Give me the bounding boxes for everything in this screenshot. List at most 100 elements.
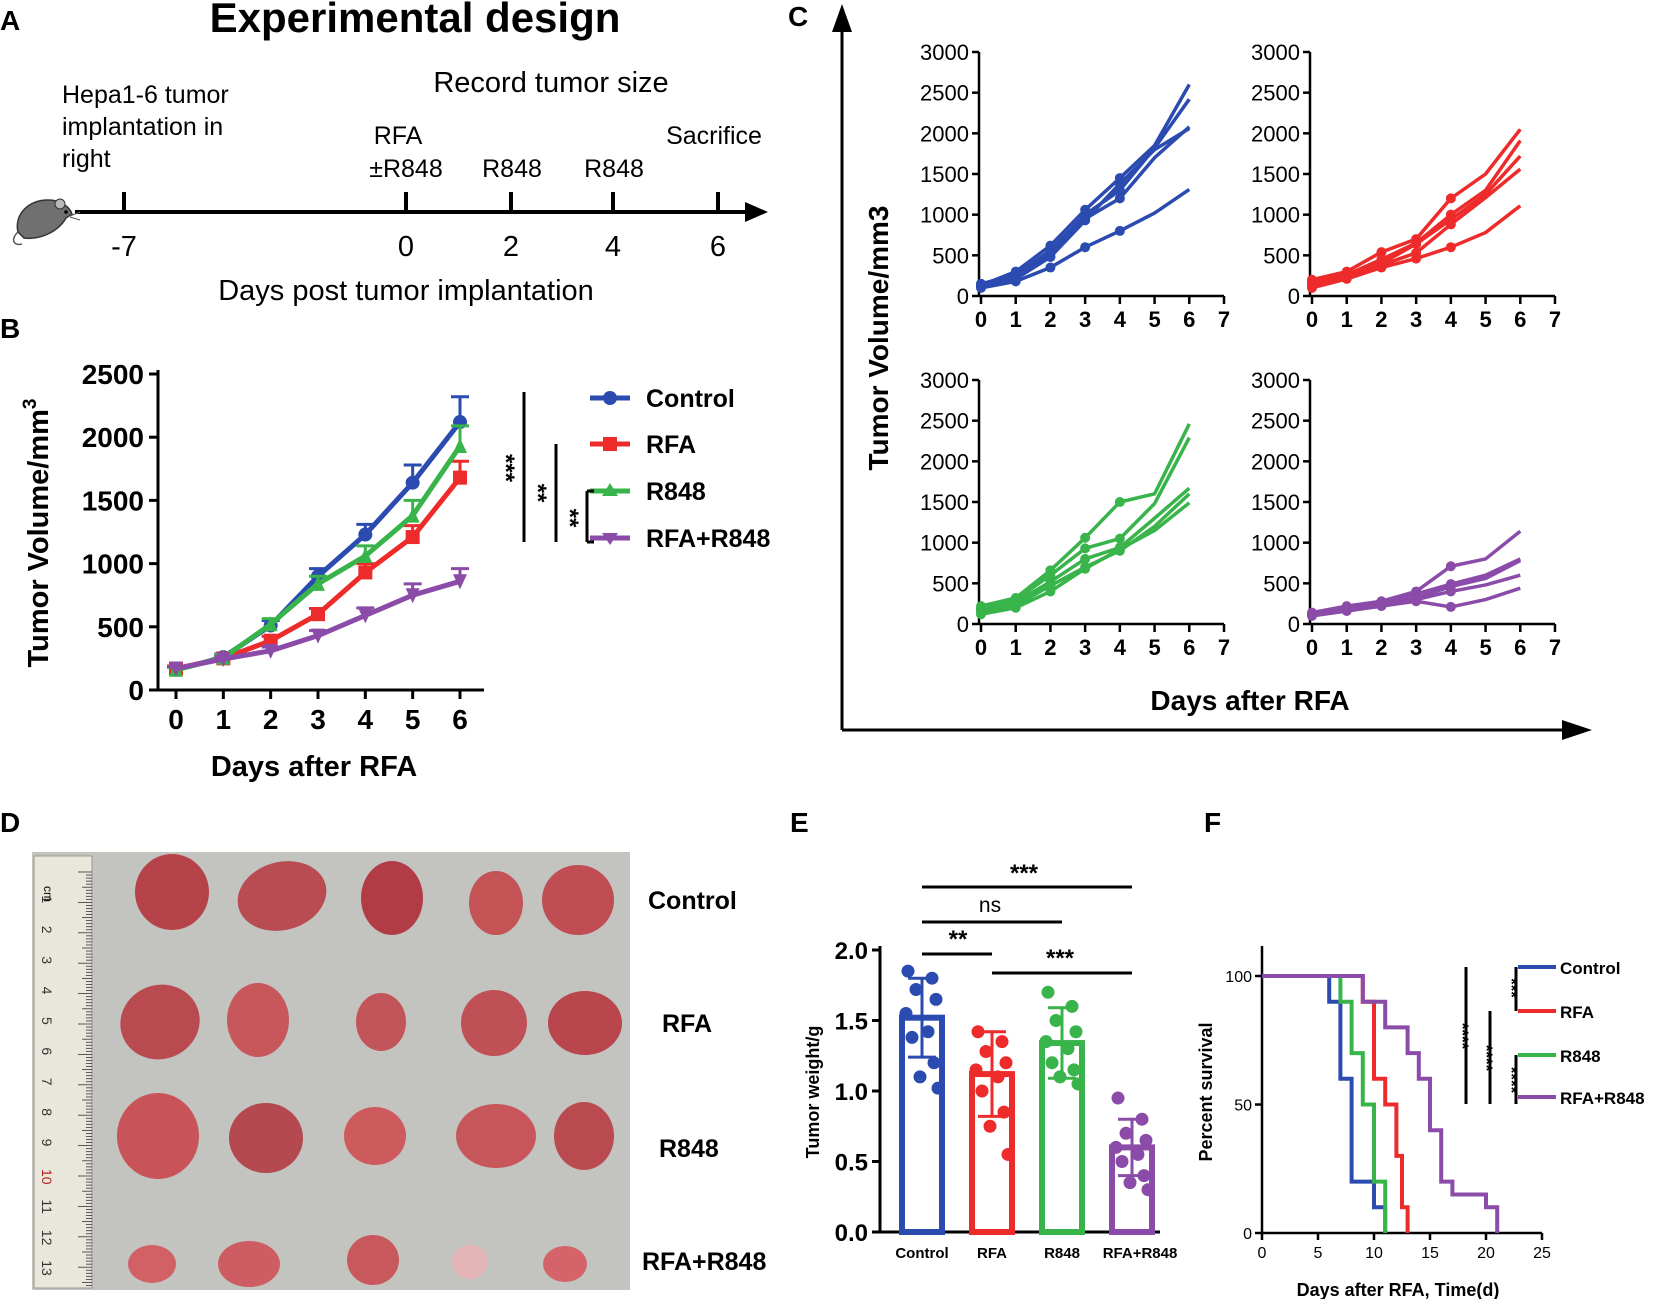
timeline-arrowhead — [745, 202, 768, 222]
panel-c: C Tumor Volume/mm3 Days after RFA 050010… — [788, 1, 1592, 740]
chart-f-plot: 0 50 100 0 5 10 15 20 25 — [1225, 946, 1551, 1262]
y-tick-label: 0.0 — [835, 1220, 868, 1247]
survival-curve-r848 — [1262, 974, 1388, 1233]
data-point — [311, 607, 325, 622]
data-point — [1045, 1056, 1059, 1070]
survival-curve-combo — [1262, 974, 1500, 1233]
series-line — [980, 83, 1191, 288]
x-tick-label: 7 — [1549, 635, 1561, 660]
x-tick-label: 20 — [1477, 1245, 1495, 1262]
series-combo — [167, 567, 469, 677]
x-tick-label: 4 — [1114, 307, 1127, 332]
timeline-tick-label: 0 — [398, 231, 414, 263]
ruler-number: 1 — [39, 895, 55, 903]
data-point — [1307, 610, 1317, 621]
y-tick-label: 2000 — [920, 121, 969, 146]
data-point — [1045, 262, 1056, 273]
data-point — [999, 1056, 1013, 1070]
data-point — [1109, 1140, 1123, 1154]
timeline-tick-label: 2 — [503, 231, 519, 263]
x-tick-label: 5 — [1314, 1245, 1323, 1262]
chart-e-significance: *** ns ** *** — [922, 860, 1132, 975]
x-tick-label: 2 — [1375, 635, 1387, 660]
data-point — [901, 964, 915, 978]
x-tick-label: 1 — [1341, 635, 1353, 660]
data-point — [971, 1025, 985, 1039]
tumor-specimen — [543, 1246, 587, 1282]
data-point — [1080, 563, 1091, 574]
data-point — [1010, 276, 1021, 287]
sig-label: **** — [1453, 1023, 1472, 1050]
x-tick-label: 1 — [1010, 307, 1022, 332]
x-tick-label: 3 — [1079, 307, 1091, 332]
data-point — [1080, 553, 1091, 564]
data-point — [358, 527, 373, 542]
x-tick-label: 4 — [1114, 635, 1127, 660]
sig-label: **** — [1477, 1045, 1496, 1072]
panel-c-x-arrowhead — [1562, 720, 1592, 740]
data-point — [976, 609, 986, 620]
chart-b-y-label-main: Tumor Volume/mm — [23, 409, 55, 667]
y-tick-label: 2500 — [1251, 81, 1300, 106]
sig-label: ns — [979, 894, 1001, 917]
data-point — [1010, 602, 1021, 613]
data-point — [1061, 1042, 1075, 1056]
x-tick-label: RFA — [977, 1245, 1007, 1262]
legend-marker-rfa — [603, 437, 617, 451]
y-tick-label: 500 — [1263, 571, 1300, 596]
x-tick-label: 6 — [1514, 307, 1526, 332]
data-point — [899, 1006, 913, 1020]
data-point — [1080, 532, 1091, 543]
implant-label-line1: Hepa1-6 tumor — [62, 81, 229, 109]
y-tick-label: 1000 — [1251, 203, 1300, 228]
y-tick-label: 0 — [128, 675, 144, 706]
y-tick-label: 500 — [97, 612, 144, 643]
panel-label-f: F — [1204, 807, 1221, 838]
x-tick-label: 0 — [975, 307, 987, 332]
data-point — [1041, 985, 1055, 999]
data-point — [405, 507, 420, 523]
data-point — [358, 565, 373, 580]
y-tick-label: 1.0 — [835, 1079, 868, 1106]
legend-label-rfa: RFA — [646, 431, 696, 459]
y-tick-label: 1500 — [1251, 162, 1300, 187]
y-tick-label: 1000 — [920, 203, 969, 228]
tumor-specimen — [120, 984, 200, 1060]
ruler-number: 11 — [39, 1199, 55, 1214]
tumor-specimen — [344, 1107, 406, 1165]
chart-b-y-label: Tumor Volume/mm3 — [20, 399, 55, 668]
data-point — [1376, 262, 1387, 273]
sig-label: *** — [1046, 945, 1075, 972]
data-point — [931, 1081, 945, 1095]
rfa-event-label: RFA — [374, 122, 423, 150]
x-tick-label: 3 — [1079, 635, 1091, 660]
sig-label: **** — [1502, 1067, 1521, 1094]
ruler-number: 6 — [39, 1047, 55, 1055]
implant-label-line2: implantation in — [62, 113, 223, 141]
data-point — [1445, 219, 1456, 230]
survival-curve-control — [1262, 974, 1388, 1233]
tumor-specimen — [128, 1245, 176, 1283]
y-tick-label: 0 — [1288, 612, 1300, 637]
x-tick-label: 6 — [1183, 635, 1195, 660]
data-point — [995, 1035, 1009, 1049]
ruler-unit: cm — [41, 886, 55, 902]
record-tumor-size-label: Record tumor size — [433, 67, 668, 99]
r848-day2-label: R848 — [482, 155, 542, 183]
y-tick-label: 1000 — [1251, 531, 1300, 556]
data-point — [909, 982, 923, 996]
data-point — [1135, 1112, 1149, 1126]
y-tick-label: 0 — [1243, 1226, 1252, 1243]
legend-label-r848: R848 — [646, 478, 706, 506]
x-tick-label: 4 — [1445, 307, 1458, 332]
legend-marker-combo — [602, 533, 618, 545]
y-tick-label: 2500 — [920, 81, 969, 106]
tumor-specimen — [469, 871, 523, 935]
sacrifice-label: Sacrifice — [666, 122, 762, 150]
tumor-specimen — [452, 1245, 488, 1279]
panel-label-e: E — [790, 807, 809, 838]
photo-row-label-combo: RFA+R848 — [642, 1248, 766, 1276]
data-point — [979, 1045, 993, 1059]
